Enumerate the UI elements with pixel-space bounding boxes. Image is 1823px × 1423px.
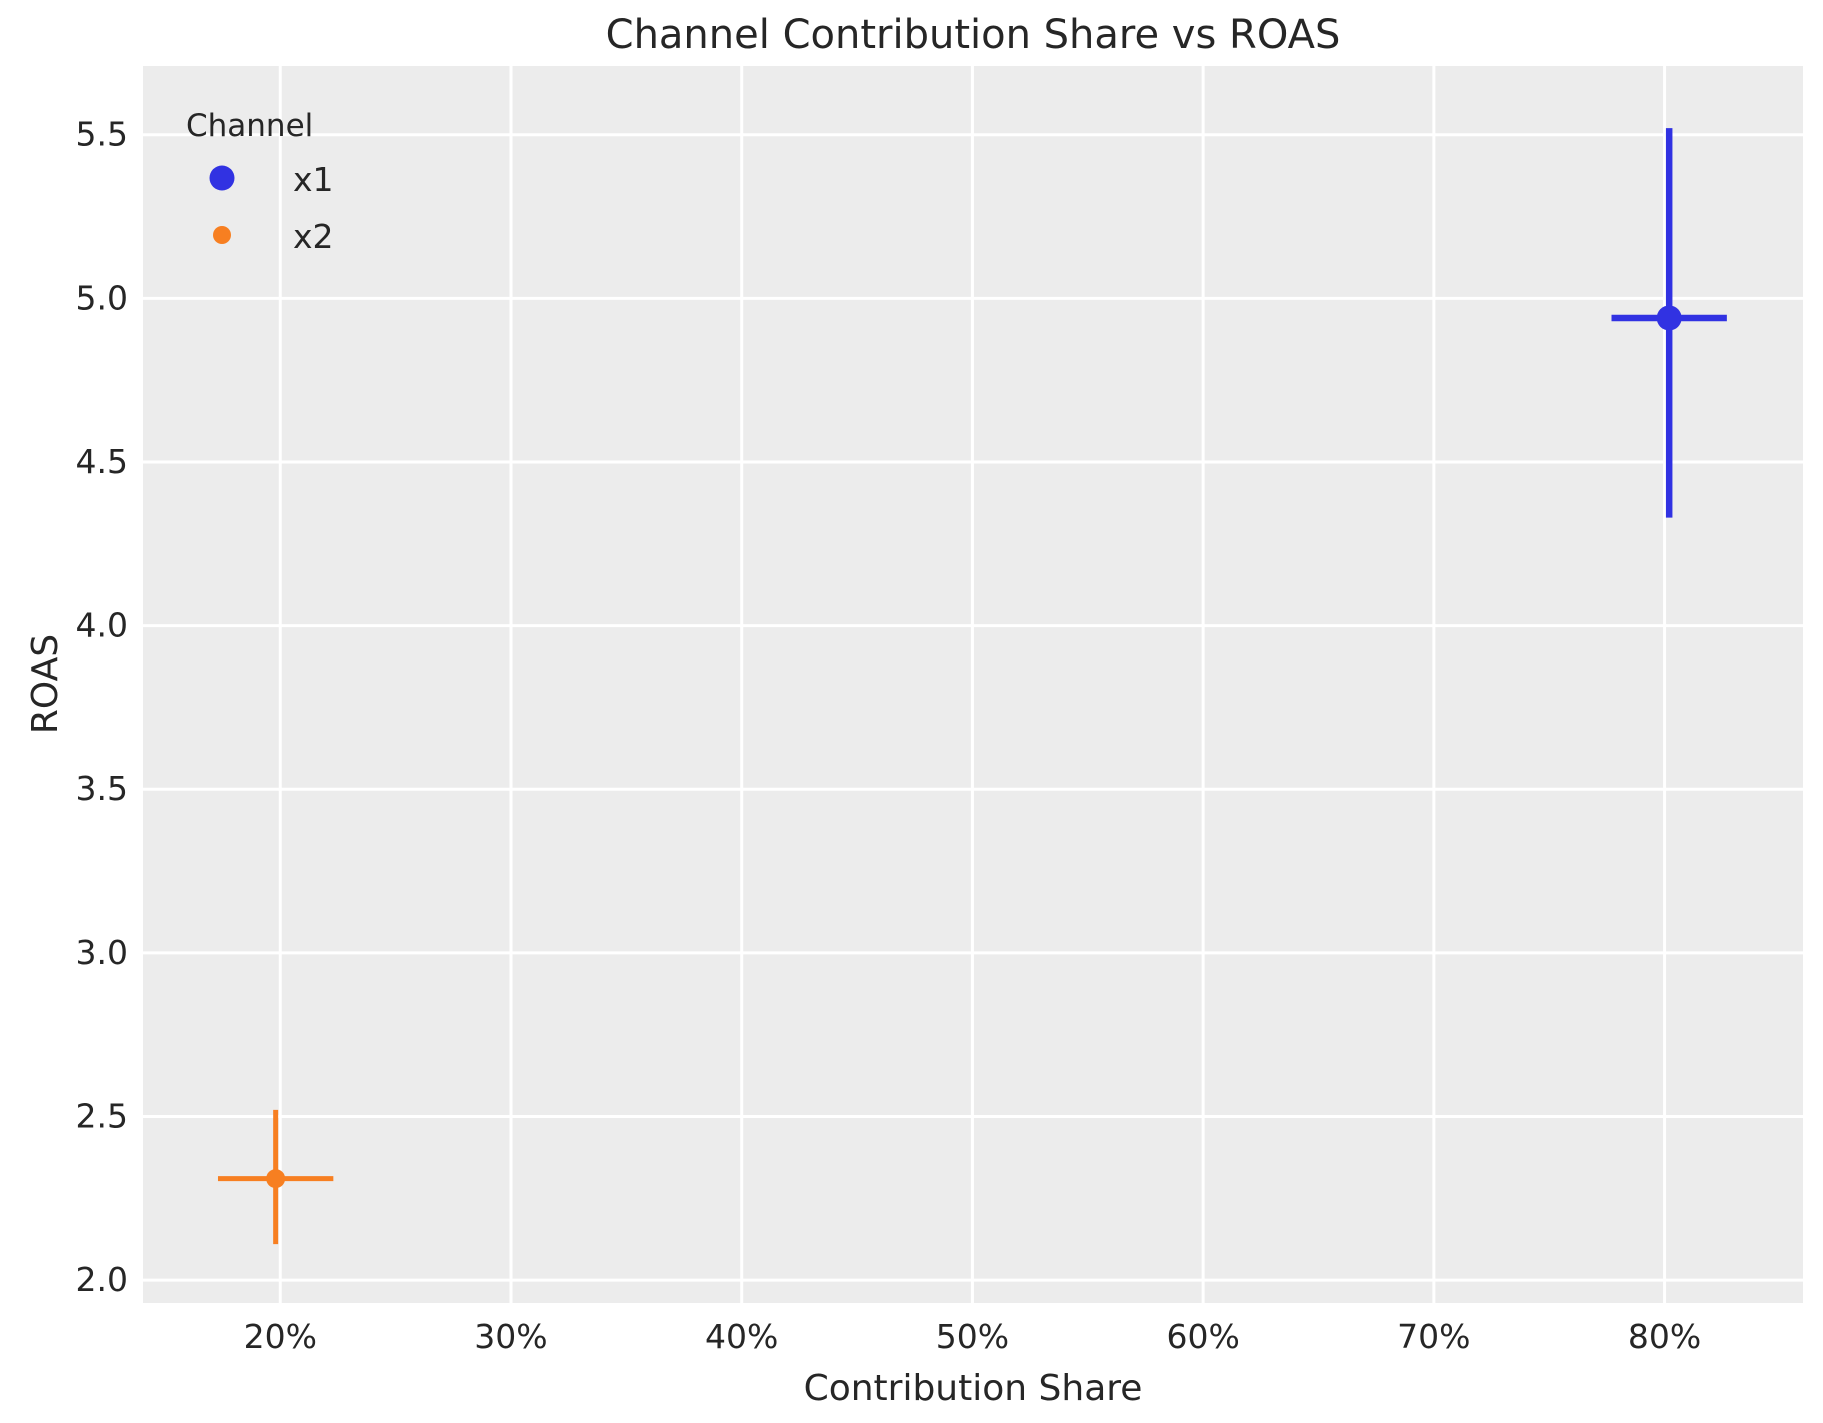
- x-tick-label: 50%: [936, 1317, 1009, 1356]
- y-tick-labels: 2.0 2.5 3.0 3.5 4.0 4.5 5.0 5.5: [76, 115, 128, 1299]
- plot-layer: [143, 66, 1803, 1303]
- y-tick-label: 4.5: [76, 442, 128, 481]
- x-axis-label: Contribution Share: [804, 1368, 1143, 1409]
- legend-entry-x2: x2: [293, 217, 334, 256]
- legend: Channel x1 x2: [186, 108, 334, 256]
- x-tick-label: 40%: [705, 1317, 778, 1356]
- x-tick-label: 20%: [244, 1317, 317, 1356]
- x-tick-labels: 20% 30% 40% 50% 60% 70% 80%: [244, 1317, 1702, 1356]
- y-tick-label: 5.0: [76, 278, 128, 317]
- x-tick-label: 80%: [1628, 1317, 1701, 1356]
- legend-title: Channel: [186, 108, 313, 144]
- y-tick-label: 5.5: [76, 115, 128, 154]
- x-tick-label: 30%: [474, 1317, 547, 1356]
- data-point-x1: [1656, 305, 1682, 331]
- x-tick-label: 70%: [1397, 1317, 1470, 1356]
- y-tick-label: 2.0: [76, 1260, 128, 1299]
- chart-title: Channel Contribution Share vs ROAS: [606, 12, 1341, 58]
- y-tick-label: 4.0: [76, 606, 128, 645]
- legend-marker-x2-icon: [213, 226, 231, 244]
- y-tick-label: 2.5: [76, 1096, 128, 1135]
- data-point-x2: [266, 1169, 286, 1189]
- y-tick-label: 3.0: [76, 933, 128, 972]
- legend-marker-x1-icon: [209, 165, 235, 191]
- y-tick-label: 3.5: [76, 769, 128, 808]
- y-axis-label: ROAS: [25, 634, 66, 734]
- x-tick-label: 60%: [1166, 1317, 1239, 1356]
- legend-entry-x1: x1: [293, 160, 334, 199]
